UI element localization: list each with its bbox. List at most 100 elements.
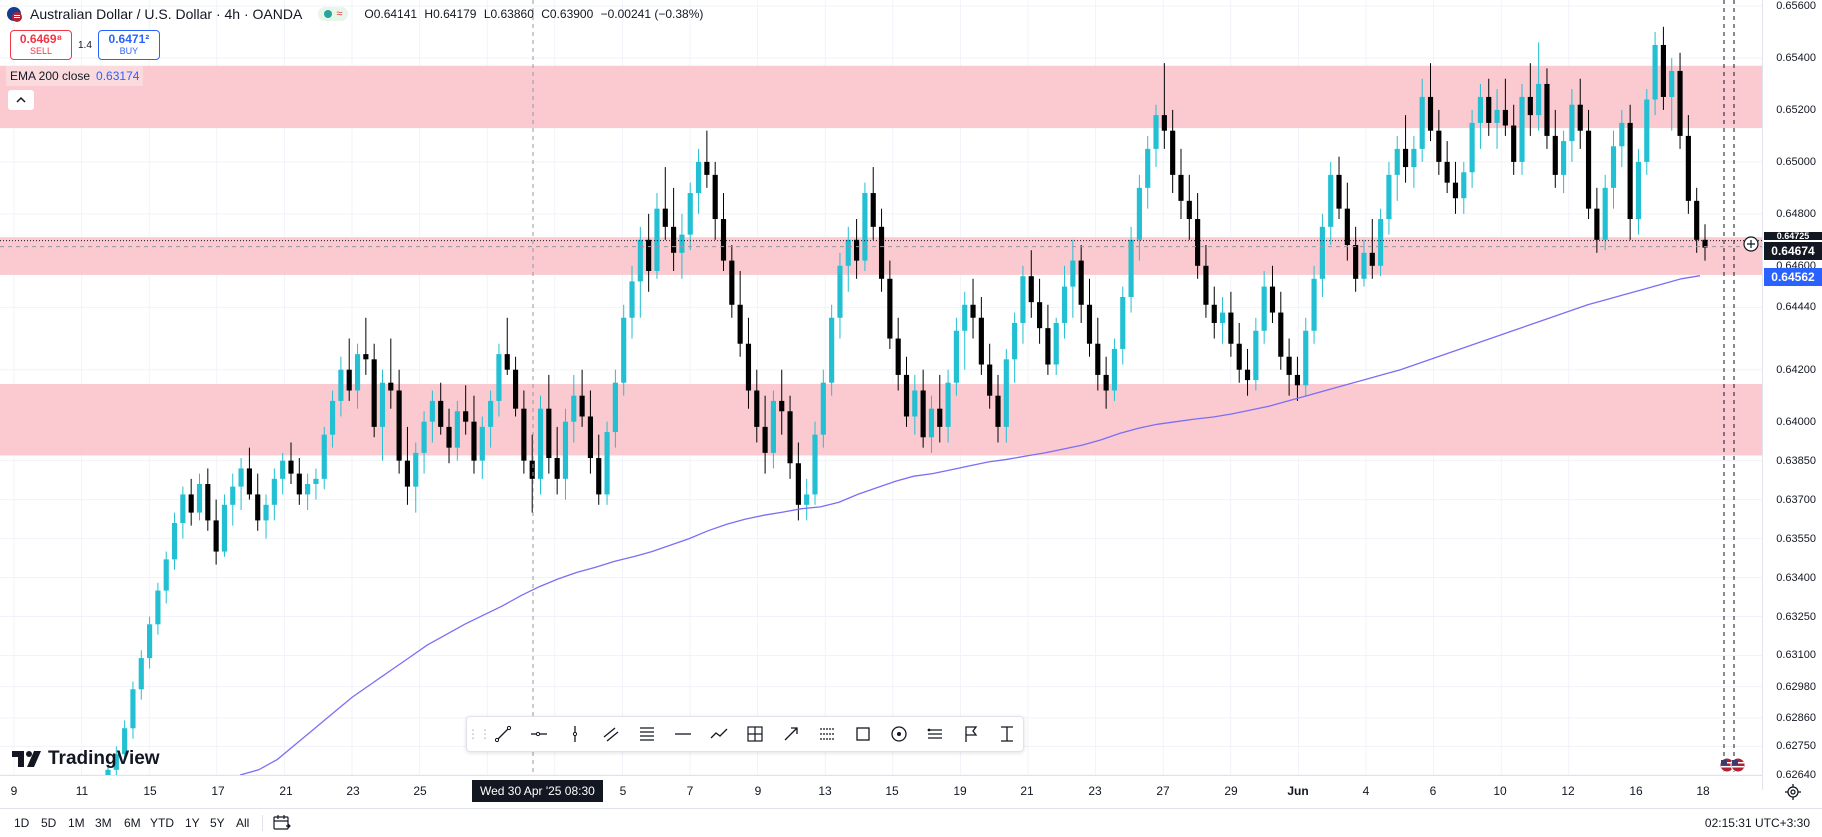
range-button-5d[interactable]: 5D [41, 816, 57, 830]
path-tool-button[interactable] [701, 719, 737, 749]
candle-body [1294, 374, 1301, 386]
candle-body [1236, 343, 1242, 370]
candle-body [255, 494, 261, 521]
sell-button[interactable]: 0.6469⁸ SELL [10, 30, 72, 60]
range-button-5y[interactable]: 5Y [210, 816, 225, 830]
candle-body [488, 400, 494, 427]
ema-indicator-legend[interactable]: EMA 200 close 0.63174 [6, 66, 144, 86]
flag-tool-button[interactable] [953, 719, 989, 749]
date-range-icon[interactable] [272, 814, 292, 832]
candle-body [363, 354, 369, 360]
candle-body [196, 484, 203, 513]
range-button-all[interactable]: All [236, 816, 250, 830]
price-axis[interactable]: 0.65600 0.65400 0.65200 0.65000 0.64800 0.646… [1762, 0, 1822, 790]
range-button-6m[interactable]: 6M [124, 816, 141, 830]
candle-body [571, 395, 577, 422]
rectangle-tool-button[interactable] [845, 719, 881, 749]
candle-body [637, 239, 643, 282]
candle-body [221, 504, 228, 552]
time-axis[interactable]: Wed 30 Apr '25 08:30 9 11 15 17 21 23 25 5 7 9 13 1… [0, 775, 1762, 805]
chart-area[interactable] [0, 0, 1762, 775]
trend-line-tool-button[interactable] [485, 719, 521, 749]
fib-extension-tool-button[interactable] [809, 719, 845, 749]
candle-body [1511, 125, 1517, 162]
candle-body [1361, 252, 1367, 279]
price-chart[interactable] [0, 0, 1762, 775]
horizontal-line-tool-button[interactable] [665, 719, 701, 749]
vertical-line-tool-button[interactable] [557, 719, 593, 749]
price-tick-label: 0.62750 [1776, 740, 1816, 753]
arrow-marker-tool-button[interactable] [773, 719, 809, 749]
horizontal-ray-icon [531, 731, 547, 737]
time-tick-label: 19 [953, 784, 967, 798]
fib-channel-tool-button[interactable] [917, 719, 953, 749]
candle-body [654, 208, 660, 271]
time-tick-label: 15 [885, 784, 899, 798]
circle-icon [891, 726, 907, 742]
candle-body [1120, 296, 1126, 349]
candle-body [878, 226, 885, 279]
economic-event-flags[interactable] [1718, 757, 1748, 773]
flag-icon [965, 726, 978, 742]
candle-body [1211, 304, 1217, 323]
price-tick-label: 0.64000 [1776, 415, 1816, 428]
candle-body [379, 382, 386, 427]
candle-body [1635, 161, 1642, 220]
tradingview-logo-text: TradingView [48, 748, 160, 769]
candle-body [1561, 141, 1567, 175]
circle-tool-button[interactable] [881, 719, 917, 749]
candle-body [687, 193, 693, 235]
fib-retracement-tool-button[interactable] [629, 719, 665, 749]
utc-clock[interactable]: 02:15:31 UTC+3:30 [1704, 816, 1810, 830]
time-tick-label: 16 [1629, 784, 1643, 798]
parallel-channel-tool-button[interactable] [593, 719, 629, 749]
drag-handle-icon[interactable]: ⋮⋮ [467, 727, 491, 741]
candle-body [313, 478, 319, 485]
candle-body [612, 382, 618, 433]
range-button-1d[interactable]: 1D [14, 816, 30, 830]
tradingview-logo[interactable]: TradingView [12, 748, 160, 770]
time-tick-label: 15 [143, 784, 157, 798]
market-status-pill[interactable]: ≈ [318, 7, 349, 21]
candle-body [795, 463, 801, 505]
price-tick-label: 0.64800 [1776, 207, 1816, 220]
chart-settings-icon[interactable] [1784, 783, 1802, 801]
candle-body [1086, 304, 1093, 344]
long-position-tool-button[interactable] [737, 719, 773, 749]
price-tick-label: 0.63250 [1776, 610, 1816, 623]
plus-circle-icon [1743, 236, 1759, 252]
candle-body [1386, 174, 1392, 220]
range-button-1y[interactable]: 1Y [185, 816, 200, 830]
symbol-title[interactable]: Australian Dollar / U.S. Dollar · 4h · O… [30, 6, 303, 22]
price-tick-label: 0.65600 [1776, 0, 1816, 12]
price-tick-label: 0.64200 [1776, 363, 1816, 376]
trend-line-icon [494, 725, 512, 743]
candle-body [554, 458, 560, 479]
range-button-1m[interactable]: 1M [68, 816, 85, 830]
candle-body [779, 400, 785, 412]
candle-body [1378, 219, 1384, 266]
candle-body [729, 260, 735, 305]
collapse-legend-button[interactable] [8, 90, 34, 110]
candle-body [1111, 348, 1118, 391]
candle-body [1003, 359, 1009, 427]
range-button-3m[interactable]: 3M [95, 816, 112, 830]
candle-body [521, 408, 527, 461]
time-tick-label: 17 [211, 784, 225, 798]
candle-body [1619, 122, 1625, 147]
ohlc-open: O0.64141 [364, 7, 418, 21]
measure-tool-button[interactable] [989, 719, 1025, 749]
add-alert-button[interactable] [1742, 235, 1760, 253]
candle-body [762, 426, 768, 453]
buy-button[interactable]: 0.6471² BUY [97, 30, 160, 60]
drawing-toolbar[interactable]: ⋮⋮ [466, 716, 1024, 752]
candle-body [1585, 130, 1592, 209]
time-tick-label: Jun [1287, 784, 1309, 798]
horizontal-ray-tool-button[interactable] [521, 719, 557, 749]
range-button-ytd[interactable]: YTD [150, 816, 174, 830]
candle-body [1278, 312, 1284, 357]
candle-body [1461, 172, 1467, 199]
candle-body [113, 754, 119, 770]
candle-body [454, 411, 460, 448]
candle-body [288, 460, 294, 474]
